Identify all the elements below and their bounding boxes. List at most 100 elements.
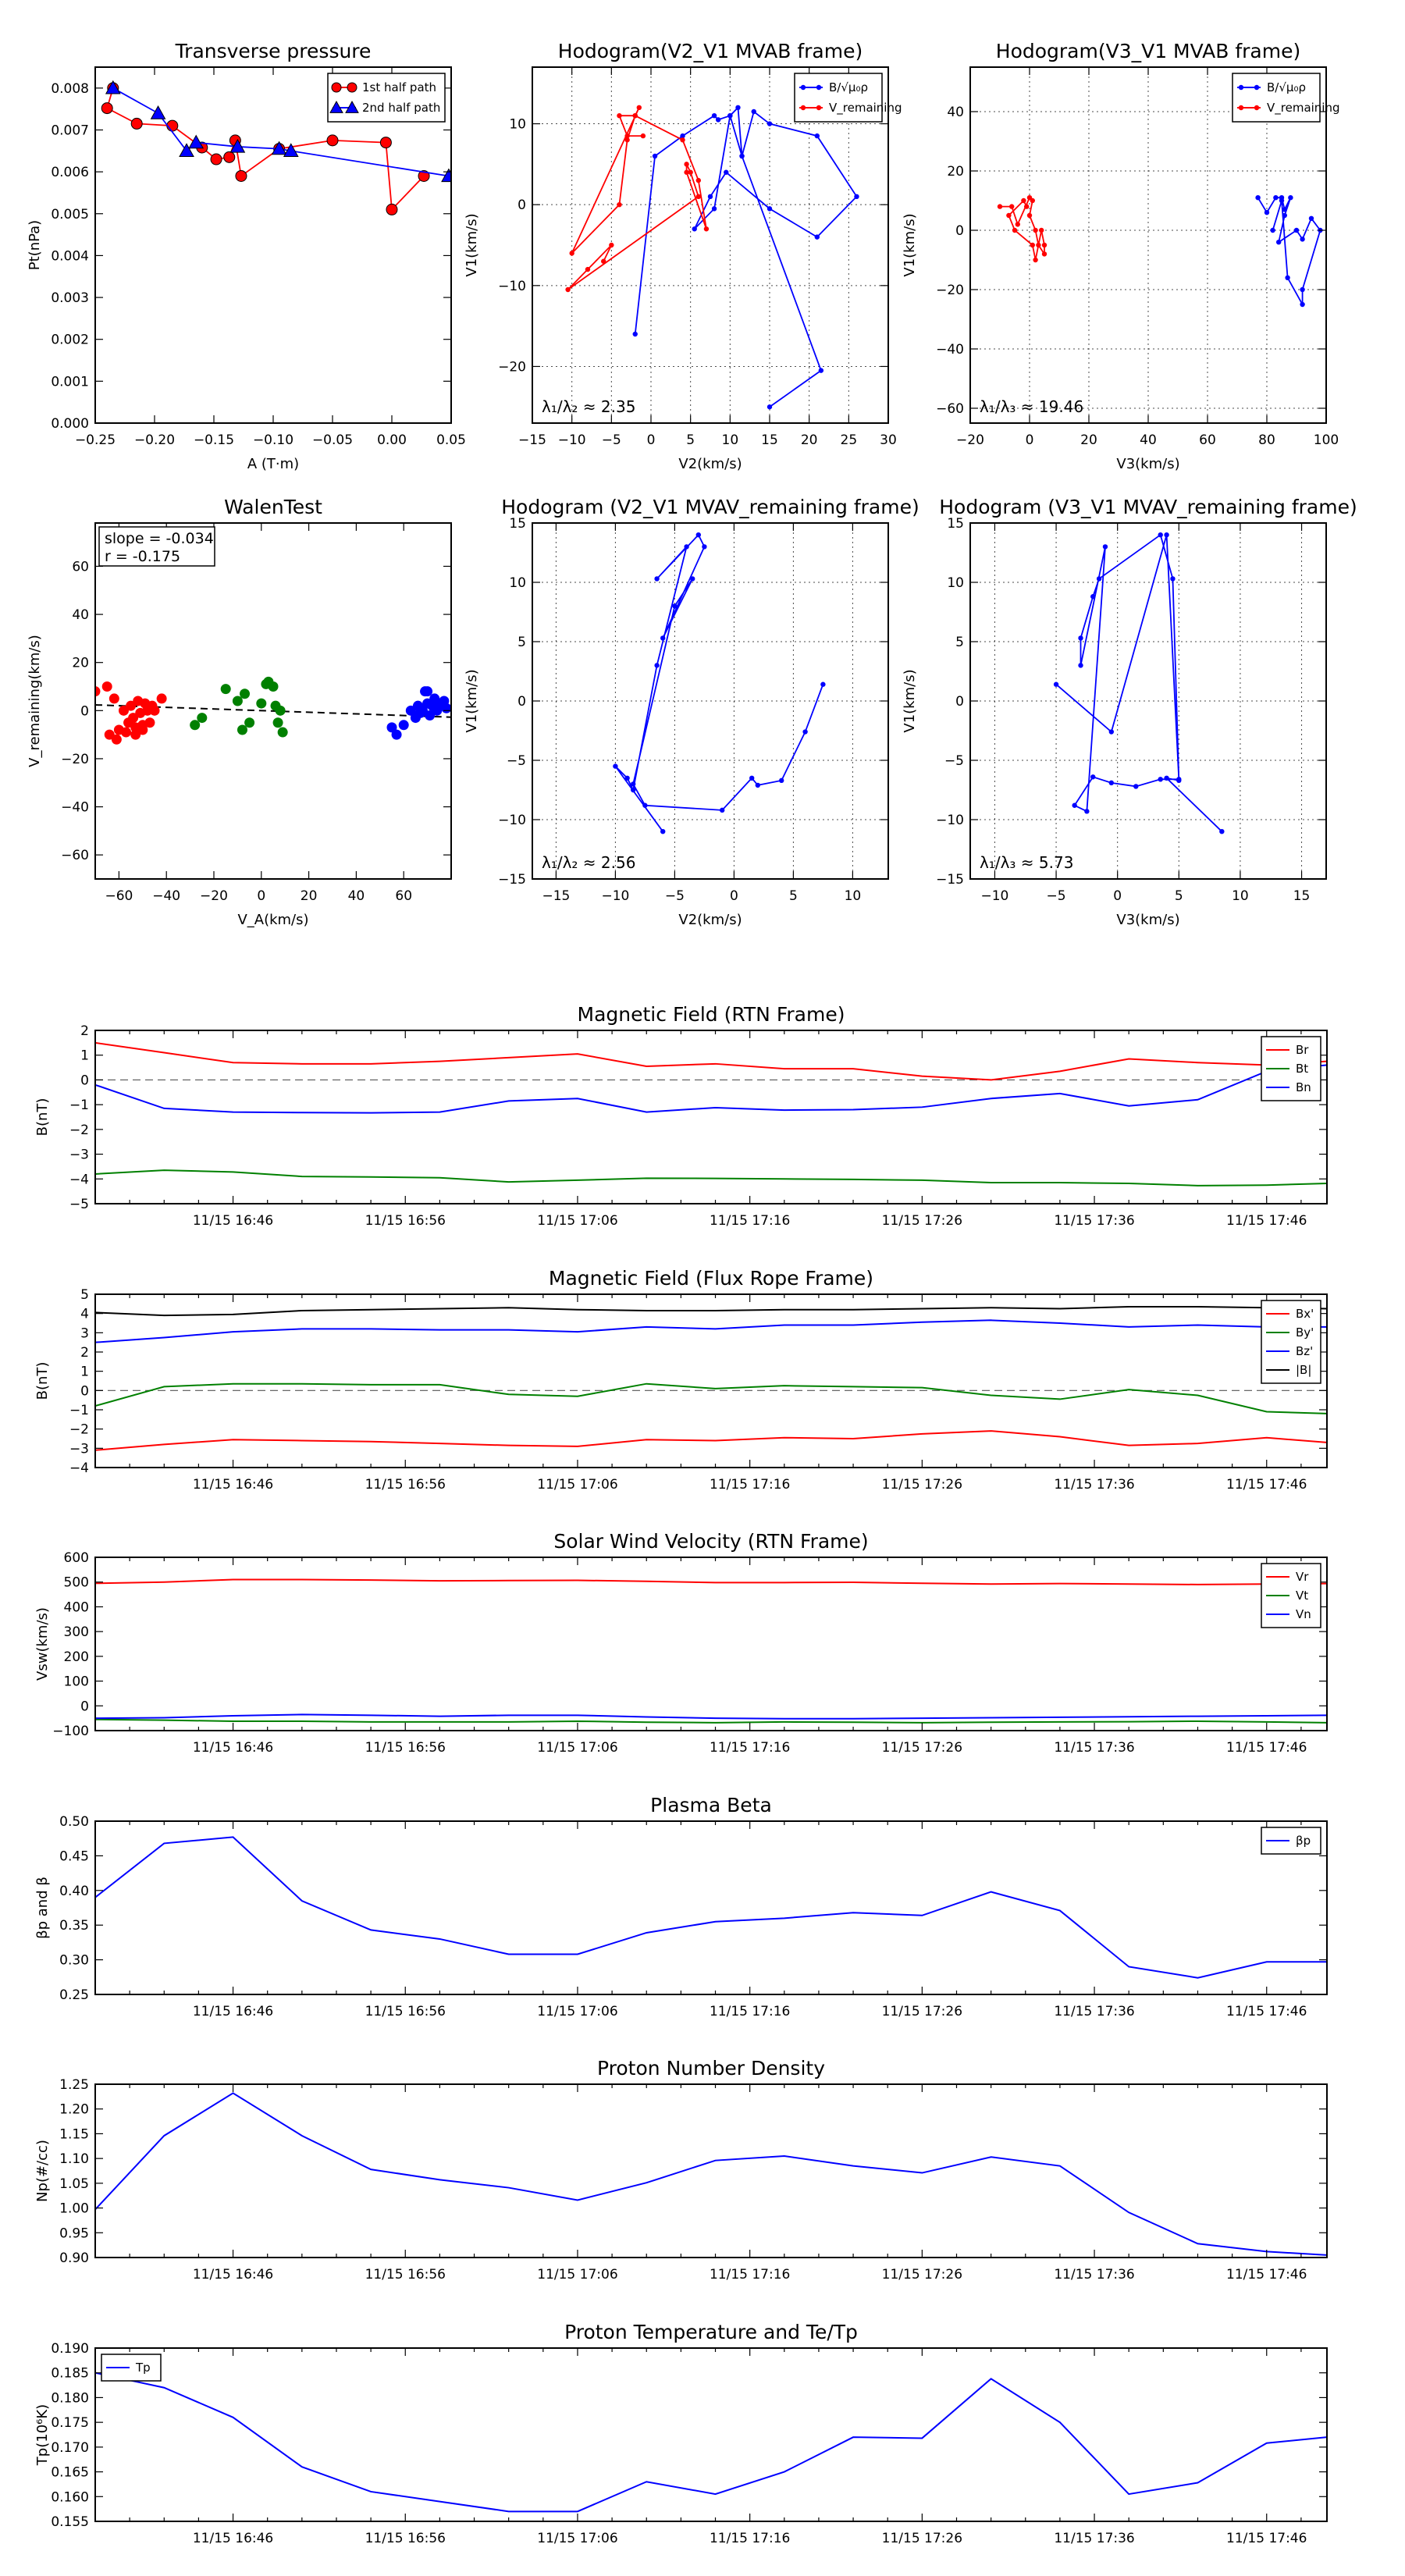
data-point [405,705,416,716]
y-tick-label: −5 [944,753,964,769]
y-tick-label: 15 [947,516,964,532]
data-point [156,693,167,704]
data-point [391,729,402,740]
y-tick-label: 10 [509,575,526,591]
data-point [692,226,697,232]
y-tick-label: −3 [69,1147,89,1163]
x-tick-label: −0.25 [75,432,116,448]
x-tick-label: 11/15 16:56 [365,1213,446,1229]
data-point [111,734,122,745]
data-point [1293,227,1300,233]
y-tick-label: 0 [955,694,964,710]
data-point [240,688,251,699]
data-layer [95,1578,1327,1724]
x-tick-label: −20 [200,888,228,904]
x-tick-label: 10 [845,888,862,904]
x-tick-label: 20 [801,432,818,448]
data-point [814,133,820,139]
series-line-0 [614,533,824,832]
x-tick-label: −15 [518,432,546,448]
chart-title: WalenTest [224,496,322,518]
data-point [1053,681,1059,687]
series-line-1 [95,1718,1327,1724]
data-point [1273,195,1279,201]
data-point [624,775,630,781]
legend-label: βp [1296,1834,1311,1848]
y-tick-label: −4 [69,1461,89,1476]
legend-label: Vt [1296,1589,1308,1603]
data-point [326,134,339,147]
data-point [1279,197,1285,204]
data-point [275,705,286,716]
chart-title: Hodogram(V3_V1 MVAB frame) [996,40,1300,62]
chart-p2: Hodogram(V2_V1 MVAB frame) −15 −10 −5 0 5 10 15… [464,40,902,472]
x-tick-label: 5 [1175,888,1183,904]
data-point [1030,197,1036,204]
series-line-2 [95,1713,1327,1720]
data-point [1270,227,1275,233]
lambda-annotation: λ₁/λ₂ ≈ 2.35 [542,397,635,416]
x-tick-label: 11/15 16:56 [365,2267,446,2282]
y-tick-label: −20 [936,283,964,298]
x-tick-label: 11/15 17:16 [710,2267,790,2282]
data-point [1219,829,1225,834]
y-tick-label: 0.003 [51,290,89,306]
data-point [695,194,701,200]
plot-frame [94,2083,1328,2258]
data-point [418,169,430,182]
y-axis-label: Np(#/cc) [34,2140,51,2202]
y-tick-label: 20 [947,164,964,180]
data-point [684,162,689,167]
series-line-1 [95,1169,1327,1187]
data-point [104,729,115,740]
x-tick-label: 15 [1293,888,1311,904]
chart-p8: Magnetic Field (Flux Rope Frame) 11/15 16… [34,1267,1328,1493]
x-tick-label: 11/15 17:36 [1054,2267,1134,2282]
data-point [767,206,773,212]
data-point [386,722,397,733]
data-point [854,194,859,200]
data-point [1300,237,1305,242]
x-tick-label: −5 [1047,888,1066,904]
y-tick-label: 0 [80,1073,89,1088]
data-point [130,729,141,740]
legend-marker [1238,84,1244,91]
chart-title: Plasma Beta [650,1794,772,1816]
x-axis-label: V_A(km/s) [237,912,308,928]
data-point [271,141,287,155]
legend-box [327,73,446,123]
x-axis-label: V3(km/s) [1116,912,1179,928]
x-tick-label: 11/15 17:16 [710,1740,790,1756]
data-point [739,153,745,159]
data-point [680,137,685,143]
data-point [1090,594,1096,600]
y-tick-label: 1.05 [59,2176,89,2192]
x-tick-label: −15 [542,888,570,904]
chart-p10: Plasma Beta 11/15 16:46 11/15 16:56 11/15 1… [34,1794,1328,2019]
x-tick-label: 11/15 17:46 [1226,1477,1307,1493]
plot-frame [94,1030,1328,1204]
y-tick-label: −10 [498,279,526,294]
data-point [1102,544,1108,550]
x-tick-label: 0 [647,432,656,448]
y-tick-label: 0.006 [51,165,89,180]
x-tick-label: −5 [665,888,685,904]
plot-frame [94,2347,1328,2522]
series-line-1 [95,1382,1327,1414]
x-tick-label: −0.20 [134,432,175,448]
y-tick-label: 0 [80,1699,89,1714]
data-point [642,802,648,808]
y-tick-label: 1.00 [59,2201,89,2217]
y-tick-label: 0.95 [59,2226,89,2241]
x-tick-label: 30 [880,432,897,448]
x-tick-label: 11/15 17:36 [1054,1740,1134,1756]
series-line-0 [95,1578,1327,1585]
legend-label: Vn [1296,1607,1311,1621]
data-layer [95,676,451,745]
x-tick-label: 11/15 17:16 [710,2531,790,2546]
data-point [1164,775,1169,781]
data-point [277,727,288,738]
data-point [724,169,729,175]
data-point [1276,240,1282,245]
data-point [569,251,574,256]
